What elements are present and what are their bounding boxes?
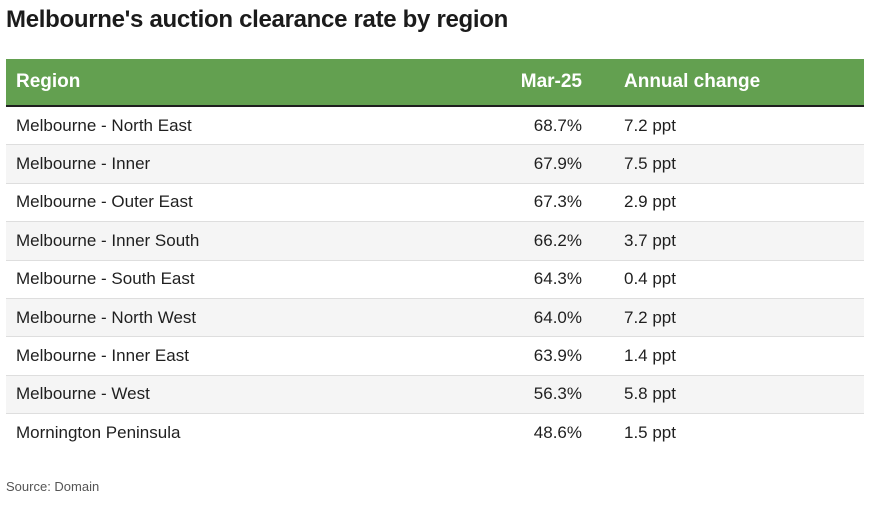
- cell-annual-change: 0.4 ppt: [624, 269, 676, 289]
- cell-mar-25: 63.9%: [533, 346, 582, 366]
- cell-region: Melbourne - Inner South: [16, 230, 200, 250]
- cell-mar-25: 48.6%: [533, 423, 582, 443]
- table-row: Melbourne - North East 68.7% 7.2 ppt: [6, 107, 864, 146]
- cell-region: Melbourne - Outer East: [16, 192, 193, 212]
- cell-annual-change: 1.4 ppt: [624, 346, 676, 366]
- cell-region: Melbourne - North East: [16, 115, 192, 135]
- cell-annual-change: 7.2 ppt: [624, 115, 676, 135]
- cell-region: Melbourne - Inner East: [16, 346, 189, 366]
- clearance-rate-table: Region Mar-25 Annual change Melbourne - …: [6, 59, 864, 453]
- table-body: Melbourne - North East 68.7% 7.2 ppt Melbou…: [6, 107, 864, 453]
- table-row: Melbourne - South East 64.3% 0.4 ppt: [6, 261, 864, 299]
- cell-region: Melbourne - North West: [16, 307, 197, 327]
- cell-mar-25: 66.2%: [533, 230, 582, 250]
- table-row: Melbourne - Inner South 66.2% 3.7 ppt: [6, 222, 864, 261]
- page-title: Melbourne's auction clearance rate by re…: [6, 6, 508, 33]
- column-header-annual-change: Annual change: [624, 71, 761, 92]
- table-row: Mornington Peninsula 48.6% 1.5 ppt: [6, 414, 864, 452]
- cell-annual-change: 2.9 ppt: [624, 192, 676, 212]
- cell-region: Mornington Peninsula: [16, 423, 181, 443]
- cell-region: Melbourne - South East: [16, 269, 195, 289]
- cell-mar-25: 64.0%: [533, 307, 582, 327]
- table-row: Melbourne - West 56.3% 5.8 ppt: [6, 375, 864, 415]
- cell-annual-change: 7.5 ppt: [624, 154, 676, 174]
- cell-annual-change: 7.2 ppt: [624, 307, 676, 327]
- cell-mar-25: 67.9%: [533, 154, 582, 174]
- cell-annual-change: 1.5 ppt: [624, 423, 676, 443]
- source-note: Source: Domain: [6, 479, 100, 494]
- cell-mar-25: 67.3%: [533, 192, 582, 212]
- cell-region: Melbourne - West: [16, 384, 150, 404]
- table-row: Melbourne - Inner 67.9% 7.5 ppt: [6, 145, 864, 184]
- column-header-mar-25: Mar-25: [520, 71, 582, 92]
- cell-mar-25: 68.7%: [533, 115, 582, 135]
- cell-mar-25: 56.3%: [533, 384, 582, 404]
- table-row: Melbourne - North West 64.0% 7.2 ppt: [6, 298, 864, 338]
- column-header-region: Region: [16, 71, 81, 92]
- cell-region: Melbourne - Inner: [16, 154, 151, 174]
- cell-annual-change: 3.7 ppt: [624, 230, 676, 250]
- cell-annual-change: 5.8 ppt: [624, 384, 676, 404]
- table-header: Region Mar-25 Annual change: [6, 59, 864, 107]
- cell-mar-25: 64.3%: [533, 269, 582, 289]
- table-row: Melbourne - Inner East 63.9% 1.4 ppt: [6, 337, 864, 376]
- table-row: Melbourne - Outer East 67.3% 2.9 ppt: [6, 184, 864, 223]
